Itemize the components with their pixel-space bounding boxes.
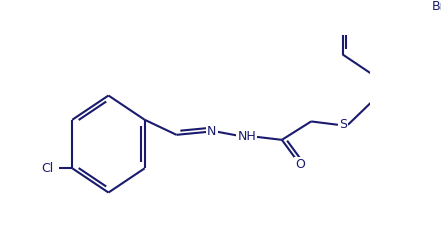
- Text: S: S: [339, 118, 347, 131]
- Text: N: N: [207, 125, 216, 138]
- Text: O: O: [295, 158, 305, 171]
- Text: Cl: Cl: [41, 162, 54, 175]
- Text: NH: NH: [237, 130, 256, 143]
- Text: Br: Br: [432, 0, 441, 12]
